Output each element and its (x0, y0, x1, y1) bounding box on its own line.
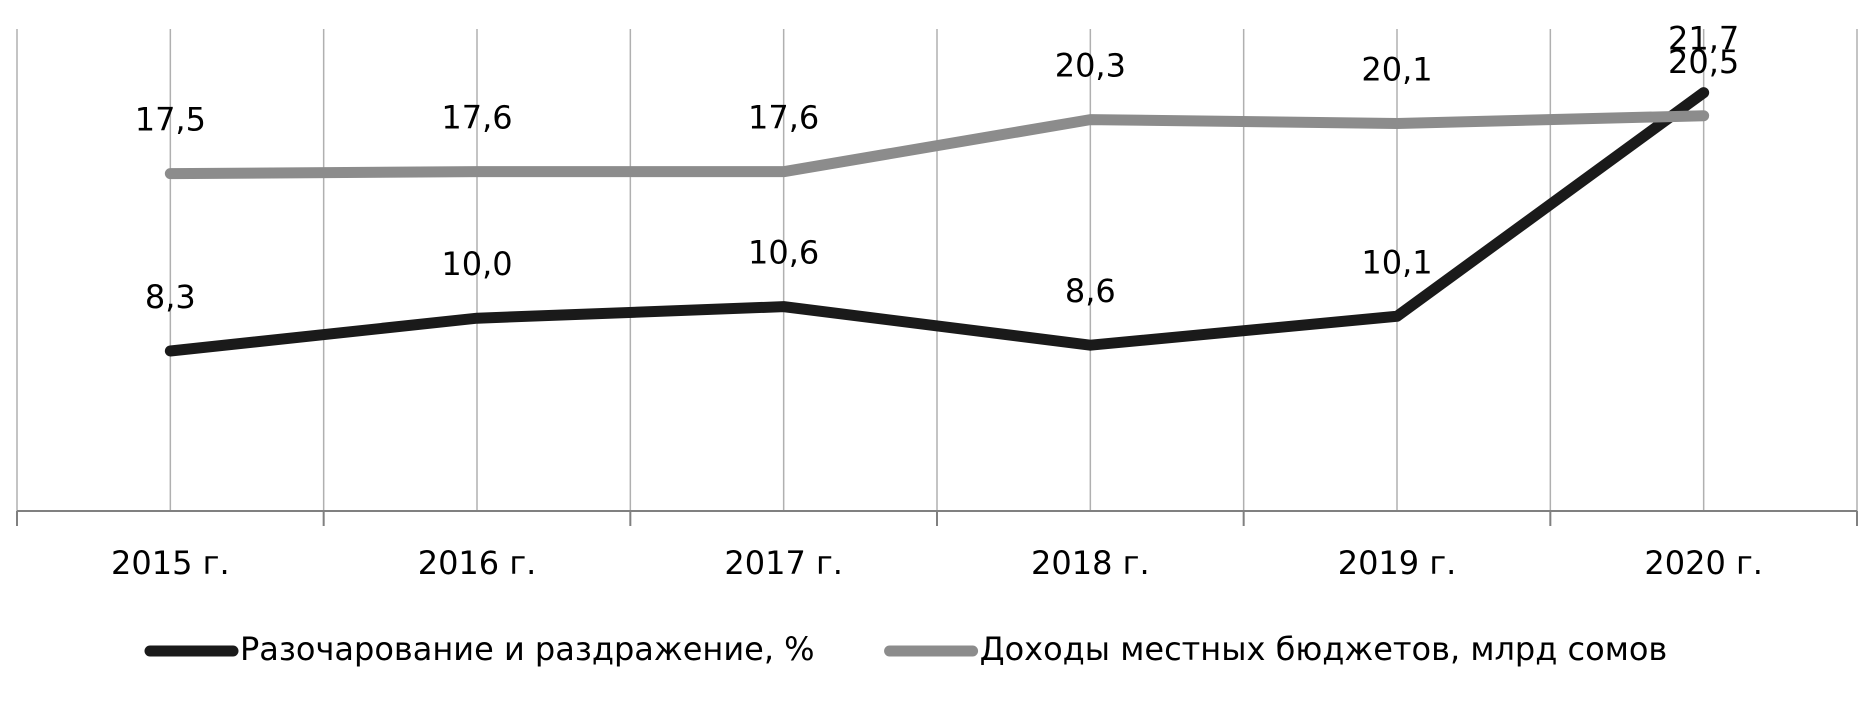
data-label: 10,6 (748, 234, 819, 272)
data-label: 20,1 (1361, 50, 1432, 88)
data-label: 8,6 (1065, 272, 1116, 310)
data-label: 17,6 (748, 99, 819, 137)
data-label: 20,5 (1668, 43, 1739, 81)
x-tick-label: 2020 г. (1644, 544, 1763, 582)
data-label: 20,3 (1055, 47, 1126, 85)
legend-label: Разочарование и раздражение, % (240, 630, 815, 668)
series-line (164, 110, 1710, 180)
legend-label: Доходы местных бюджетов, млрд сомов (980, 630, 1668, 668)
data-label: 17,5 (135, 101, 206, 139)
x-tick-label: 2017 г. (724, 544, 843, 582)
data-label: 10,1 (1361, 243, 1432, 281)
x-tick-label: 2015 г. (111, 544, 230, 582)
x-tick-label: 2018 г. (1031, 544, 1150, 582)
series-line (164, 87, 1710, 357)
x-tick-label: 2019 г. (1338, 544, 1457, 582)
data-label: 21,7 (1668, 20, 1739, 58)
data-label: 10,0 (441, 245, 512, 283)
data-label: 8,3 (145, 278, 196, 316)
data-label: 17,6 (441, 99, 512, 137)
x-tick-label: 2016 г. (418, 544, 537, 582)
